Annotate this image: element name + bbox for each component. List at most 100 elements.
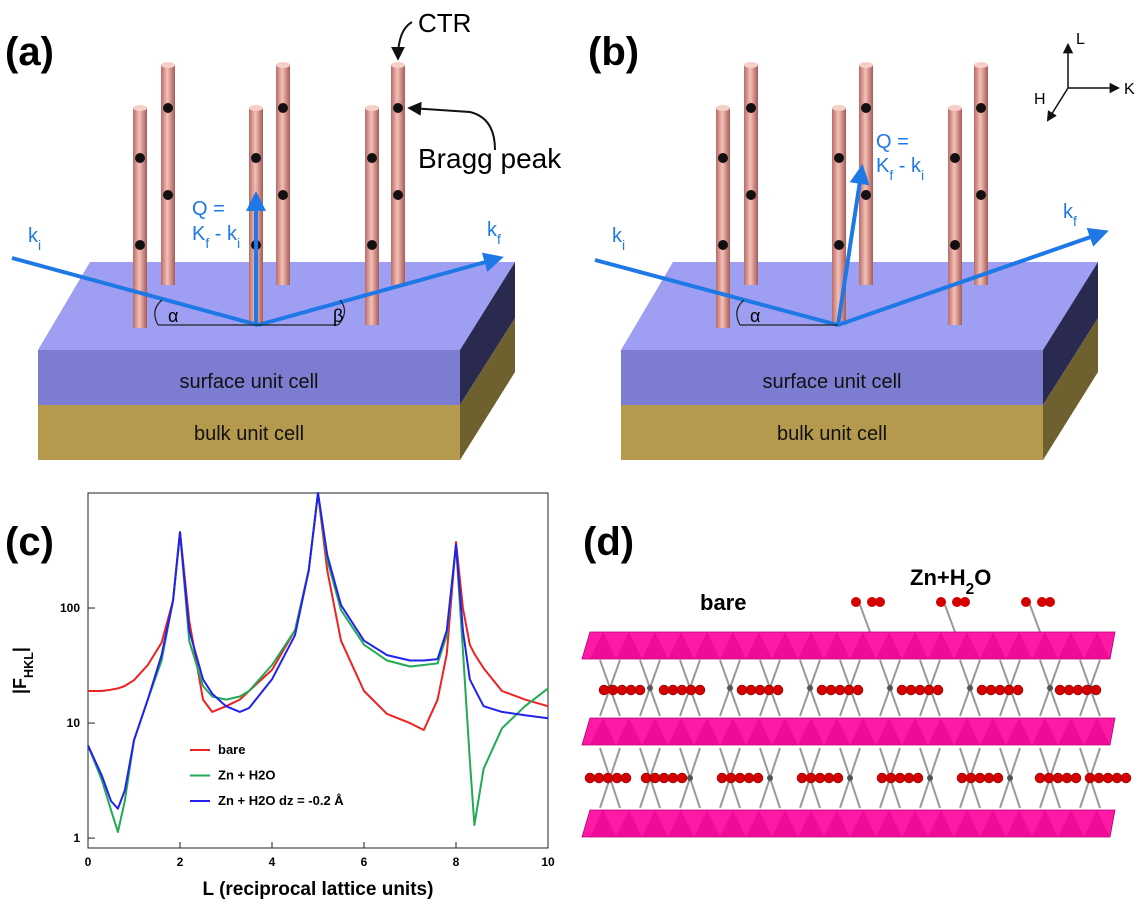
rod bbox=[974, 65, 988, 285]
o-atom bbox=[603, 773, 613, 783]
o-atom bbox=[755, 685, 765, 695]
o-atom bbox=[824, 773, 834, 783]
y-axis-label-text: | bbox=[10, 647, 30, 652]
o-atom bbox=[1112, 773, 1122, 783]
zn-label: Zn+H2O bbox=[910, 565, 991, 598]
o-atom bbox=[1073, 685, 1083, 695]
x-tick-label: 8 bbox=[453, 855, 460, 869]
zn-atom bbox=[647, 685, 653, 691]
rod-top bbox=[391, 62, 405, 68]
bragg-dot bbox=[861, 190, 871, 200]
o-atom bbox=[1064, 685, 1074, 695]
ki-label: ki bbox=[612, 225, 625, 253]
zn-atom bbox=[687, 775, 693, 781]
rod bbox=[276, 65, 290, 285]
o-atom bbox=[744, 773, 754, 783]
o-atom bbox=[677, 773, 687, 783]
o-atom bbox=[1062, 773, 1072, 783]
bragg-dot bbox=[278, 190, 288, 200]
x-tick-label: 4 bbox=[269, 855, 276, 869]
kf-label-sub: f bbox=[1073, 213, 1077, 229]
q-label-2-sub: i bbox=[921, 167, 924, 183]
o-atom bbox=[897, 685, 907, 695]
o-atom bbox=[1055, 685, 1065, 695]
ki-label-sub: i bbox=[622, 237, 625, 253]
zn-atom bbox=[967, 685, 973, 691]
rod-top bbox=[832, 105, 846, 111]
y-axis-label: |FHKL| bbox=[10, 647, 36, 694]
bulk-label: bulk unit cell bbox=[777, 423, 887, 445]
bragg-label: Bragg peak bbox=[418, 143, 562, 174]
o-atom bbox=[957, 773, 967, 783]
panel-b: (b)surface unit cellbulk unit cellkikfQ … bbox=[588, 30, 1135, 460]
o-atom bbox=[626, 685, 636, 695]
o-atom bbox=[1094, 773, 1104, 783]
o-atom bbox=[1103, 773, 1113, 783]
o-atom bbox=[1004, 685, 1014, 695]
zn-label-text: O bbox=[974, 565, 991, 590]
bond bbox=[1030, 605, 1040, 632]
o-atom bbox=[984, 773, 994, 783]
x-tick-label: 6 bbox=[361, 855, 368, 869]
rod-top bbox=[249, 105, 263, 111]
o-atom bbox=[585, 773, 595, 783]
bragg-dot bbox=[135, 153, 145, 163]
y-axis-label-text: |F bbox=[10, 678, 30, 694]
zn-atom bbox=[807, 685, 813, 691]
q-label-2-text: - k bbox=[209, 223, 238, 245]
o-atom bbox=[735, 773, 745, 783]
bragg-dot bbox=[393, 190, 403, 200]
o-atom bbox=[904, 773, 914, 783]
o-atom bbox=[915, 685, 925, 695]
zn-atom bbox=[1007, 775, 1013, 781]
axis-l: L bbox=[1076, 31, 1085, 48]
o-atom bbox=[817, 685, 827, 695]
ki-label: ki bbox=[28, 225, 41, 253]
rod-top bbox=[365, 105, 379, 111]
o-atom bbox=[877, 773, 887, 783]
o-atom bbox=[659, 685, 669, 695]
rod bbox=[948, 108, 962, 325]
y-tick-label: 100 bbox=[60, 601, 80, 615]
axis-h: H bbox=[1034, 91, 1046, 108]
zn-atom bbox=[887, 685, 893, 691]
y-tick-label: 10 bbox=[67, 716, 81, 730]
kf-label: kf bbox=[487, 219, 501, 247]
rod-top bbox=[744, 62, 758, 68]
zn-atom bbox=[847, 775, 853, 781]
zn-atom bbox=[727, 685, 733, 691]
zn-atom bbox=[767, 775, 773, 781]
q-label: Q = bbox=[192, 198, 225, 220]
o-atom bbox=[913, 773, 923, 783]
q-label-2: Kf - ki bbox=[192, 223, 240, 251]
bragg-dot bbox=[718, 153, 728, 163]
o-atom bbox=[764, 685, 774, 695]
o-atom bbox=[835, 685, 845, 695]
panel-d: (d)bareZn+H2O bbox=[582, 520, 1131, 837]
o-atom bbox=[906, 685, 916, 695]
o-atom bbox=[986, 685, 996, 695]
rod-top bbox=[716, 105, 730, 111]
o-atom bbox=[668, 685, 678, 695]
o-atom bbox=[886, 773, 896, 783]
o-atom bbox=[844, 685, 854, 695]
figure: (a) surface unit cell bulk unit cell ki kf Q … bbox=[0, 0, 1135, 911]
o-atom bbox=[608, 685, 618, 695]
rod bbox=[161, 65, 175, 285]
o-atom bbox=[650, 773, 660, 783]
q-label-2: Kf - ki bbox=[876, 155, 924, 183]
o-atom bbox=[966, 773, 976, 783]
o-atom bbox=[1013, 685, 1023, 695]
x-tick-label: 2 bbox=[177, 855, 184, 869]
q-label-2-text: K bbox=[192, 223, 206, 245]
o-atom bbox=[695, 685, 705, 695]
o-atom bbox=[617, 685, 627, 695]
bragg-dot bbox=[976, 190, 986, 200]
o-atom bbox=[635, 685, 645, 695]
panel-label: (a) bbox=[5, 30, 54, 74]
bragg-dot bbox=[251, 153, 261, 163]
surface-label: surface unit cell bbox=[763, 371, 902, 393]
o-atom bbox=[677, 685, 687, 695]
